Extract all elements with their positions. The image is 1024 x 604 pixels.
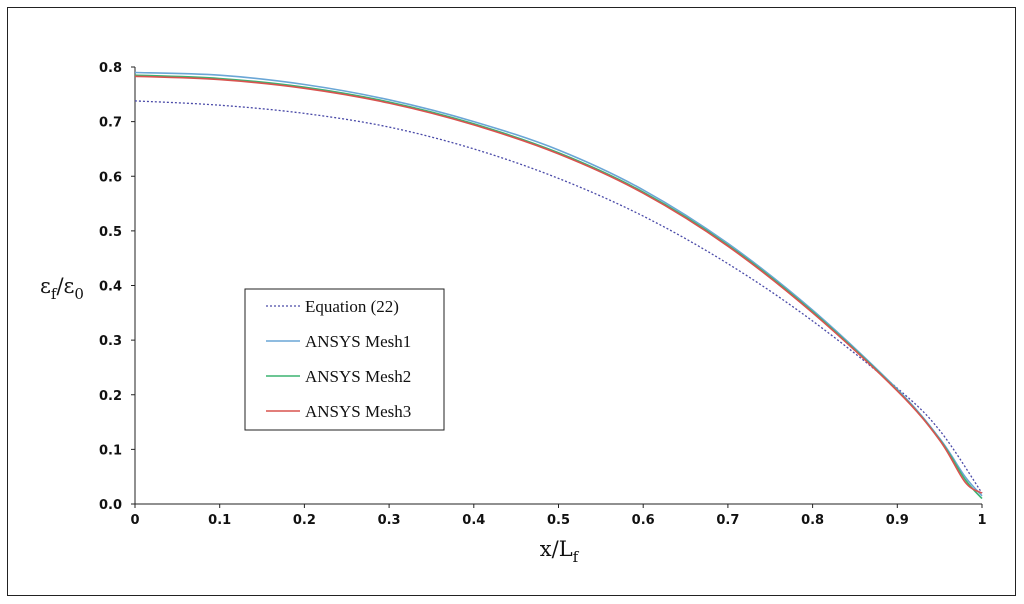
x-tick-label: 0.2 — [293, 513, 316, 528]
y-tick-label: 0.1 — [99, 443, 122, 458]
x-tick-label: 0.1 — [208, 513, 231, 528]
x-tick-label: 0.4 — [462, 513, 485, 528]
chart-frame — [7, 7, 1016, 596]
y-tick-label: 0.5 — [99, 225, 122, 240]
tick-labels: 0 0.1 0.2 0.3 0.4 0.5 0.6 0.7 0.8 0.9 1 0.0 0.1 0.2 0.… — [99, 61, 987, 528]
y-tick-label: 0.8 — [99, 61, 122, 76]
legend-box — [244, 288, 445, 431]
x-tick-label: 0.6 — [632, 513, 655, 528]
legend: Equation (22) ANSYS Mesh1 ANSYS Mesh2 ANSYS… — [244, 288, 445, 431]
y-tick-label: 0.4 — [99, 280, 122, 295]
y-tick-label: 0.0 — [99, 498, 122, 513]
x-tick-label: 0.5 — [547, 513, 570, 528]
x-tick-label: 1 — [977, 513, 986, 528]
x-tick-label: 0 — [130, 513, 139, 528]
x-tick-label: 0.7 — [716, 513, 739, 528]
x-tick-label: 0.3 — [378, 513, 401, 528]
series-line-2 — [134, 71, 983, 497]
axes — [131, 66, 983, 508]
legend-label-1: Equation (22) — [305, 297, 399, 316]
y-tick-label: 0.3 — [99, 334, 122, 349]
legend-label-4: ANSYS Mesh3 — [305, 402, 411, 421]
series-line-4 — [134, 75, 983, 494]
legend-label-3: ANSYS Mesh2 — [305, 367, 411, 386]
y-axis-label: εf/ε0 — [40, 274, 84, 303]
series-line-3 — [134, 74, 983, 500]
x-tick-label: 0.8 — [801, 513, 824, 528]
x-tick-label: 0.9 — [886, 513, 909, 528]
y-tick-label: 0.7 — [99, 116, 122, 131]
legend-label-2: ANSYS Mesh1 — [305, 332, 411, 351]
plot-lines — [134, 71, 983, 500]
y-tick-label: 0.2 — [99, 389, 122, 404]
x-axis-label: x/Lf — [540, 537, 580, 566]
y-tick-label: 0.6 — [99, 170, 122, 185]
